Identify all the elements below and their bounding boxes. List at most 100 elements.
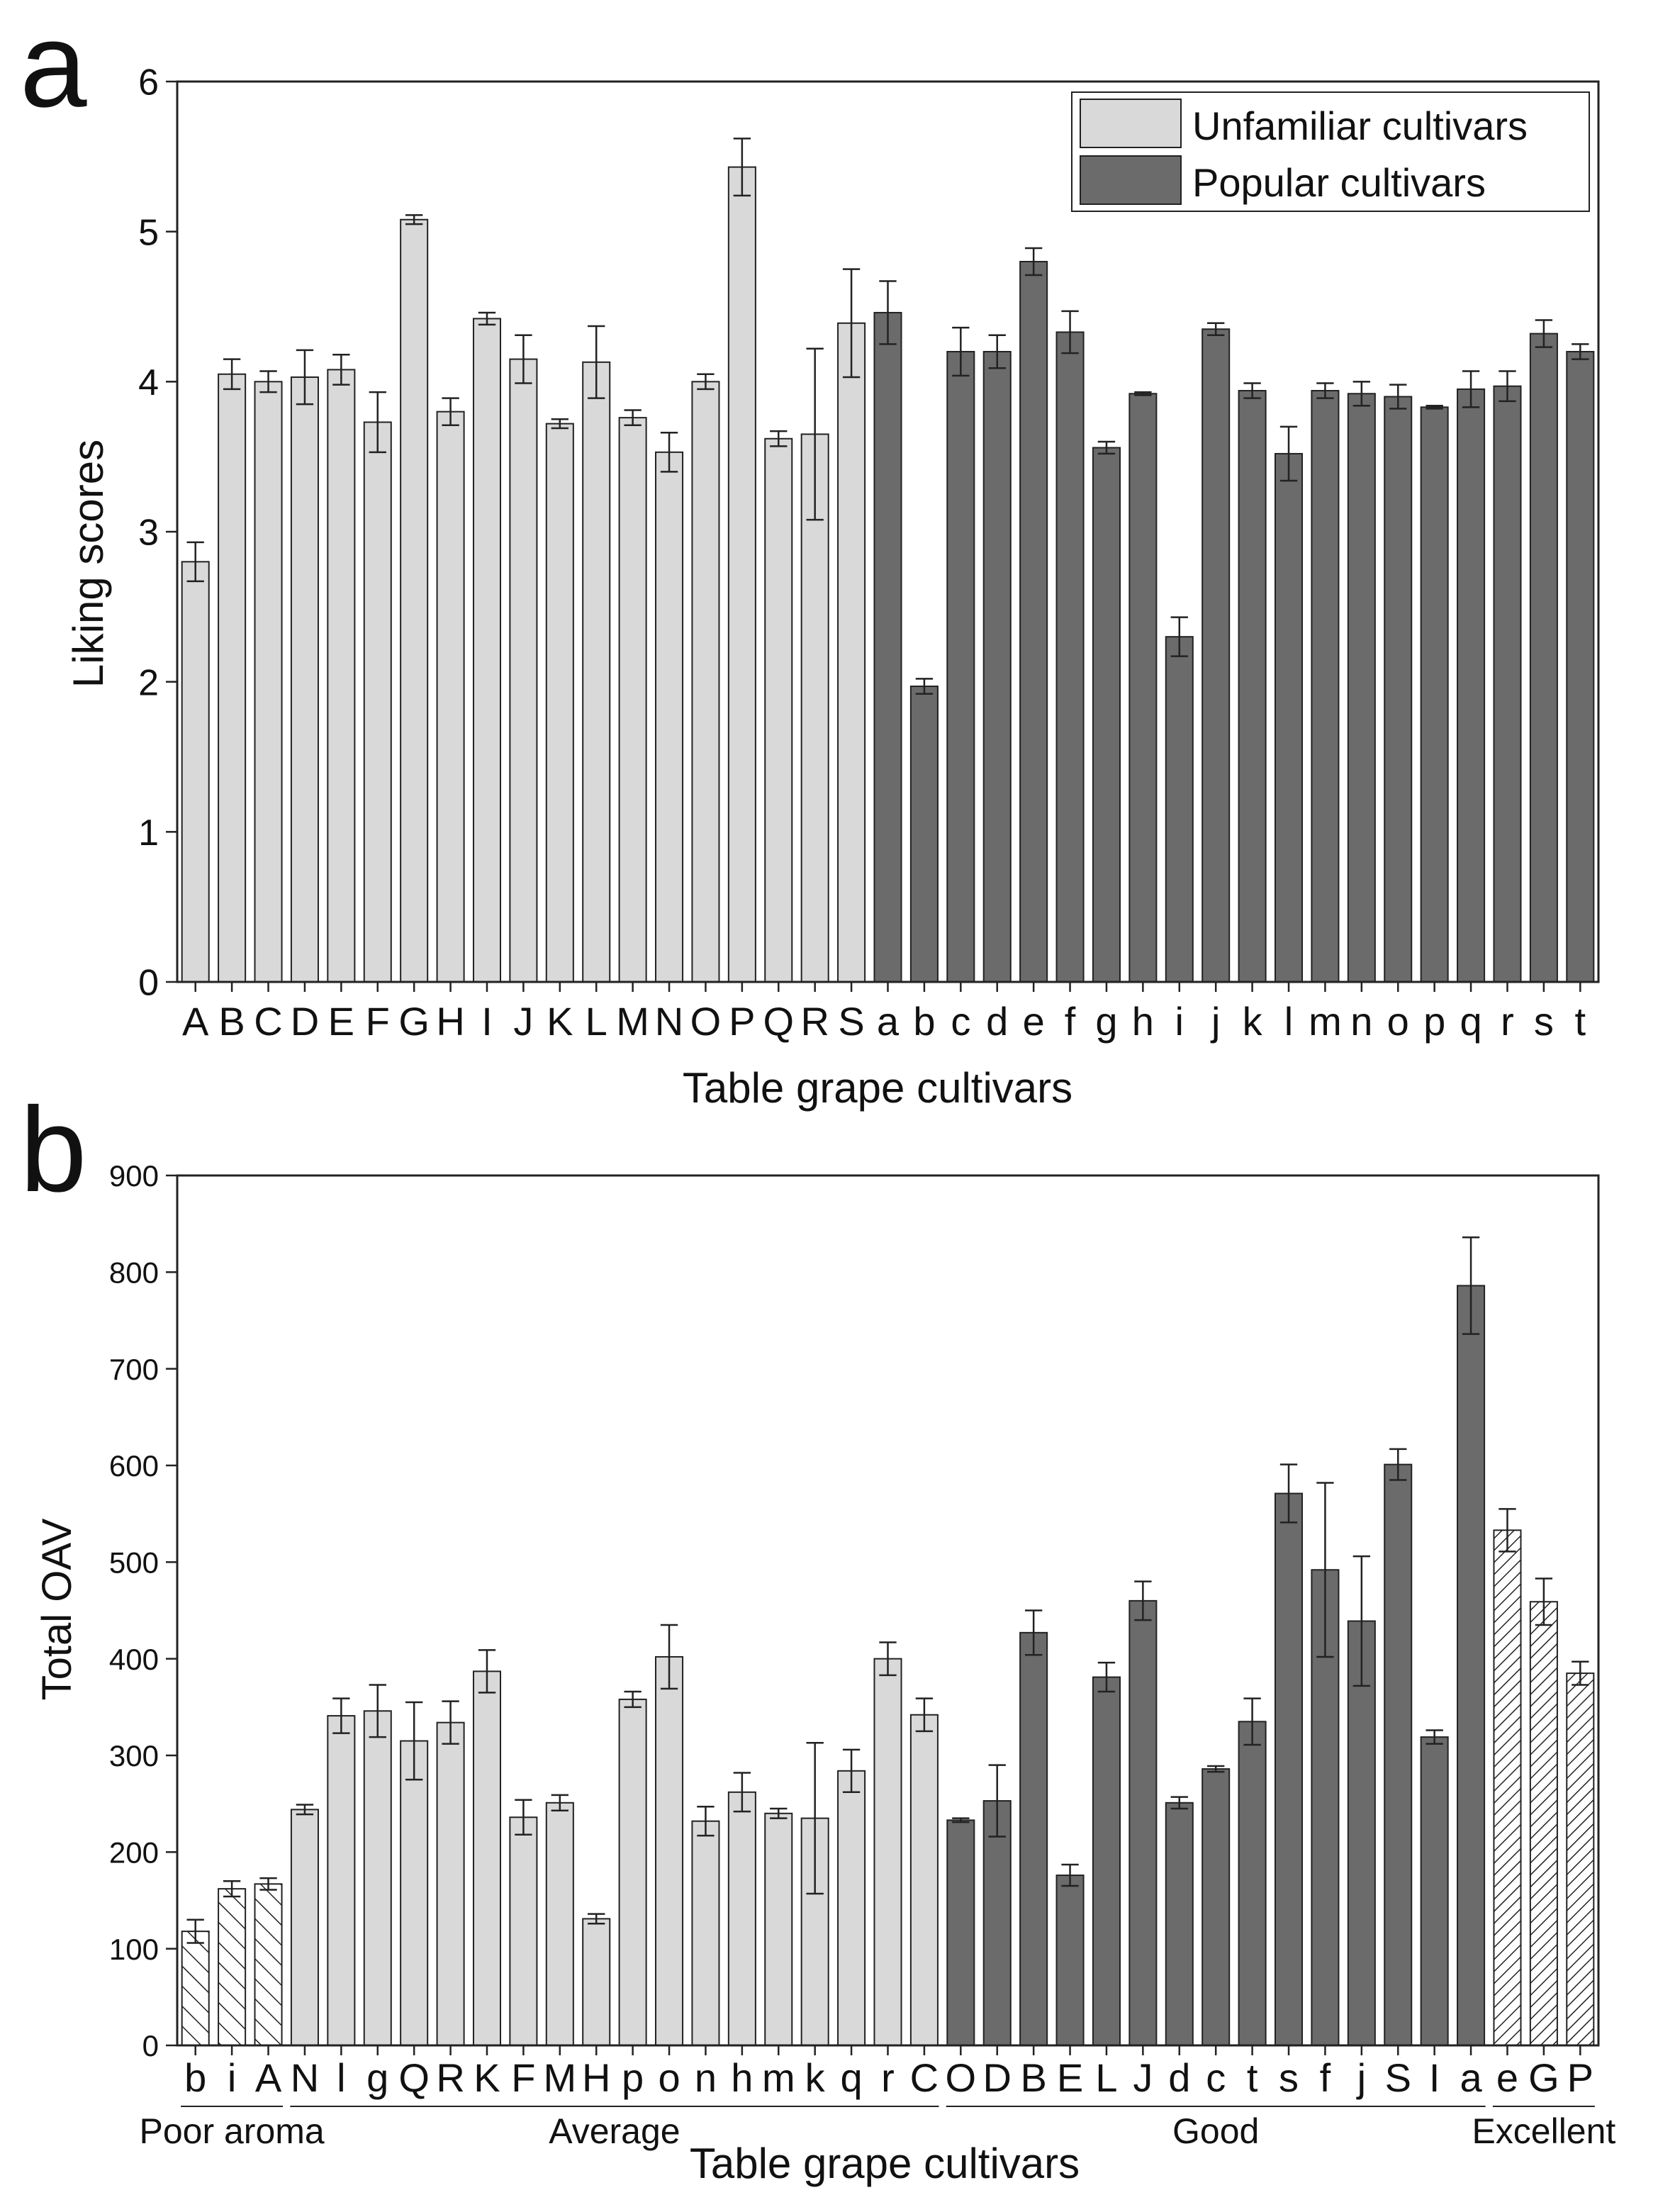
- bar-t: [1566, 351, 1595, 983]
- y-tick-label: 200: [109, 1836, 159, 1869]
- x-tick-label-d: d: [1168, 2055, 1190, 2100]
- y-tick-label: 400: [109, 1643, 159, 1676]
- bar-n: [1347, 393, 1376, 983]
- x-tick-label-o: o: [1387, 999, 1409, 1044]
- bar-d: [1165, 1802, 1194, 2046]
- bar-K: [545, 423, 574, 983]
- x-tick-label-q: q: [1460, 999, 1481, 1044]
- bar-H: [436, 410, 465, 983]
- x-tick-label-p: p: [622, 2055, 644, 2100]
- x-tick-label-e: e: [1023, 999, 1045, 1044]
- x-tick-label-J: J: [513, 999, 533, 1044]
- x-tick-label-a: a: [1460, 2055, 1482, 2100]
- bar-n: [691, 1820, 720, 2047]
- x-tick-label-b: b: [184, 2055, 206, 2100]
- x-tick-label-m: m: [762, 2055, 795, 2100]
- x-tick-label-l: l: [1284, 999, 1293, 1044]
- bar-b: [181, 1931, 210, 2047]
- x-tick-label-q: q: [841, 2055, 863, 2100]
- y-tick-label: 800: [109, 1256, 159, 1289]
- x-tick-label-c: c: [951, 999, 970, 1044]
- bar-F: [363, 421, 392, 983]
- bar-p: [1420, 406, 1449, 983]
- bar-i: [218, 1888, 247, 2046]
- x-tick-label-P: P: [729, 999, 755, 1044]
- y-tick-label: 0: [142, 2029, 159, 2062]
- aroma-group-label: Excellent: [1472, 2111, 1615, 2151]
- bar-S: [837, 322, 866, 983]
- bar-A: [254, 1883, 283, 2046]
- bar-a: [873, 311, 902, 983]
- x-tick-label-C: C: [254, 999, 282, 1044]
- aroma-group-label: Good: [1172, 2111, 1259, 2151]
- x-tick-label-r: r: [881, 2055, 895, 2100]
- legend-label-popular: Popular cultivars: [1192, 160, 1486, 205]
- bar-N: [290, 1809, 319, 2046]
- y-tick-label: 600: [109, 1449, 159, 1482]
- y-tick-label: 3: [138, 513, 159, 554]
- x-tick-label-F: F: [366, 999, 390, 1044]
- x-tick-label-G: G: [398, 999, 430, 1044]
- y-tick-label: 1: [138, 812, 159, 854]
- bar-M: [545, 1802, 574, 2046]
- bar-g: [363, 1710, 392, 2046]
- bar-P: [727, 166, 756, 983]
- x-tick-label-j: j: [1210, 999, 1220, 1044]
- plot-frame-a: [176, 80, 1600, 983]
- bar-t: [1238, 1721, 1267, 2047]
- y-tick-label: 100: [109, 1933, 159, 1966]
- y-tick-label: 2: [138, 662, 159, 703]
- legend-swatch-popular: [1080, 155, 1182, 205]
- bar-o: [1384, 396, 1413, 983]
- x-tick-label-A: A: [255, 2055, 282, 2100]
- x-tick-label-s: s: [1279, 2055, 1299, 2100]
- bar-r: [873, 1658, 902, 2047]
- y-axis-title-a: Liking scores: [65, 440, 112, 688]
- x-tick-label-t: t: [1247, 2055, 1258, 2100]
- y-tick-label: 0: [138, 963, 159, 1004]
- x-tick-label-f: f: [1065, 999, 1076, 1044]
- panel-letter-a: a: [20, 0, 87, 133]
- x-tick-label-B: B: [218, 999, 245, 1044]
- bar-p: [618, 1698, 647, 2047]
- x-tick-label-n: n: [695, 2055, 717, 2100]
- x-tick-label-C: C: [910, 2055, 939, 2100]
- x-tick-label-r: r: [1501, 999, 1514, 1044]
- y-tick-label: 500: [109, 1546, 159, 1579]
- aroma-group-label: Average: [549, 2111, 680, 2151]
- bar-R: [436, 1721, 465, 2047]
- x-tick-label-E: E: [328, 999, 354, 1044]
- x-tick-label-P: P: [1567, 2055, 1593, 2100]
- x-tick-label-h: h: [1132, 999, 1154, 1044]
- legend-a: Unfamiliar cultivars Popular cultivars: [1071, 91, 1590, 212]
- bar-J: [1128, 1599, 1158, 2047]
- x-tick-label-F: F: [511, 2055, 535, 2100]
- bar-N: [655, 451, 684, 983]
- x-tick-label-d: d: [986, 999, 1008, 1044]
- bar-I: [472, 318, 502, 983]
- x-tick-label-g: g: [366, 2055, 388, 2100]
- bar-O: [946, 1819, 975, 2046]
- x-tick-label-Q: Q: [398, 2055, 430, 2100]
- x-tick-label-M: M: [543, 2055, 576, 2100]
- bar-C: [254, 381, 283, 983]
- x-tick-label-n: n: [1350, 999, 1372, 1044]
- bar-k: [1238, 390, 1267, 983]
- bar-Q: [764, 437, 793, 983]
- bar-h: [727, 1791, 756, 2046]
- bar-D: [290, 376, 319, 983]
- bar-o: [655, 1655, 684, 2046]
- bar-G: [400, 218, 429, 983]
- x-tick-label-N: N: [655, 999, 683, 1044]
- x-tick-label-s: s: [1534, 999, 1554, 1044]
- bar-j: [1202, 328, 1231, 983]
- x-tick-label-j: j: [1356, 2055, 1366, 2100]
- x-tick-label-L: L: [586, 999, 607, 1044]
- x-tick-label-h: h: [731, 2055, 753, 2100]
- x-tick-label-g: g: [1095, 999, 1117, 1044]
- bar-l: [327, 1715, 356, 2046]
- bar-E: [1055, 1875, 1085, 2046]
